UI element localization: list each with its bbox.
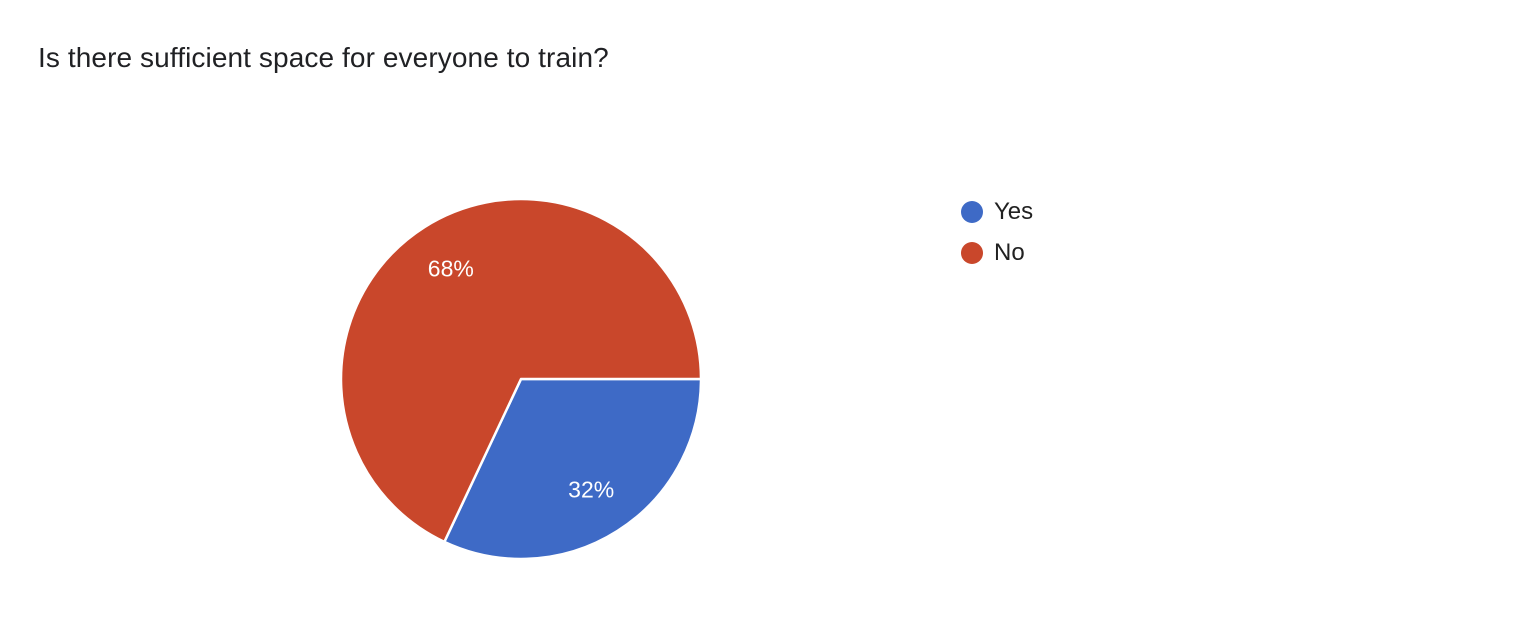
legend-item-yes: Yes	[961, 199, 1033, 225]
legend-swatch-no-icon	[961, 242, 983, 264]
question-title: Is there sufficient space for everyone t…	[38, 42, 609, 73]
pie-chart: 32% 68%	[339, 197, 703, 561]
pie-slice-no[interactable]	[339, 197, 703, 544]
legend-item-no: No	[961, 240, 1033, 266]
chart-legend: Yes No	[961, 199, 1033, 266]
legend-swatch-yes-icon	[961, 201, 983, 223]
legend-label-no: No	[994, 239, 1025, 266]
legend-label-yes: Yes	[994, 198, 1034, 225]
pie-chart-area: 32% 68%	[321, 179, 721, 579]
pie-slice-label-no: 68%	[428, 255, 474, 281]
pie-slice-yes[interactable]	[443, 377, 703, 561]
pie-slice-label-yes: 32%	[568, 477, 614, 503]
